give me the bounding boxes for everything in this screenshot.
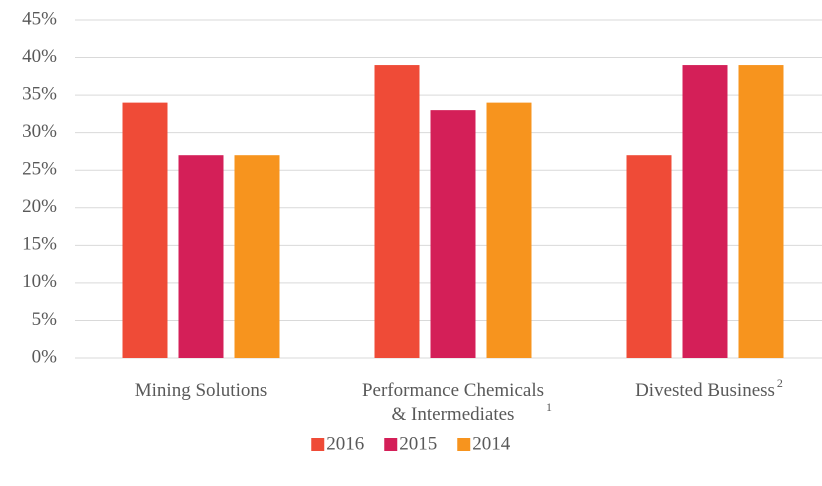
x-tick-line: & Intermediates <box>392 404 515 425</box>
bar <box>738 65 784 359</box>
legend: 2016 2015 2014 <box>311 433 511 454</box>
x-tick-label: Divested Business <box>635 380 775 401</box>
bar <box>626 155 672 358</box>
legend-label: 2016 <box>326 433 364 454</box>
y-tick-label: 0% <box>32 346 58 367</box>
bar <box>682 65 728 359</box>
x-tick-line: Mining Solutions <box>135 380 268 401</box>
x-tick-line: Divested Business <box>635 380 775 401</box>
bar <box>374 65 420 359</box>
legend-label: 2014 <box>472 433 511 454</box>
bar <box>430 110 476 358</box>
bar <box>486 102 532 358</box>
x-tick-line: Performance Chemicals <box>362 380 544 401</box>
x-tick-label: Mining Solutions <box>135 380 268 401</box>
x-tick-label: Performance Chemicals & Intermediates <box>362 380 544 425</box>
y-tick-label: 30% <box>22 121 57 142</box>
legend-swatch <box>457 438 471 451</box>
bar <box>178 155 224 358</box>
y-tick-label: 5% <box>32 309 58 330</box>
legend-swatch <box>311 438 325 451</box>
y-tick-label: 20% <box>22 196 57 217</box>
y-tick-label: 45% <box>22 8 57 29</box>
y-tick-label: 10% <box>22 271 57 292</box>
footnote-mark: 1 <box>546 400 552 414</box>
legend-label: 2015 <box>399 433 437 454</box>
bar <box>234 155 280 358</box>
y-tick-label: 40% <box>22 46 57 67</box>
bar <box>122 102 168 358</box>
footnote-mark: 2 <box>777 376 783 390</box>
y-tick-label: 35% <box>22 83 57 104</box>
y-tick-label: 25% <box>22 159 57 180</box>
y-tick-label: 15% <box>22 234 57 255</box>
legend-swatch <box>384 438 398 451</box>
